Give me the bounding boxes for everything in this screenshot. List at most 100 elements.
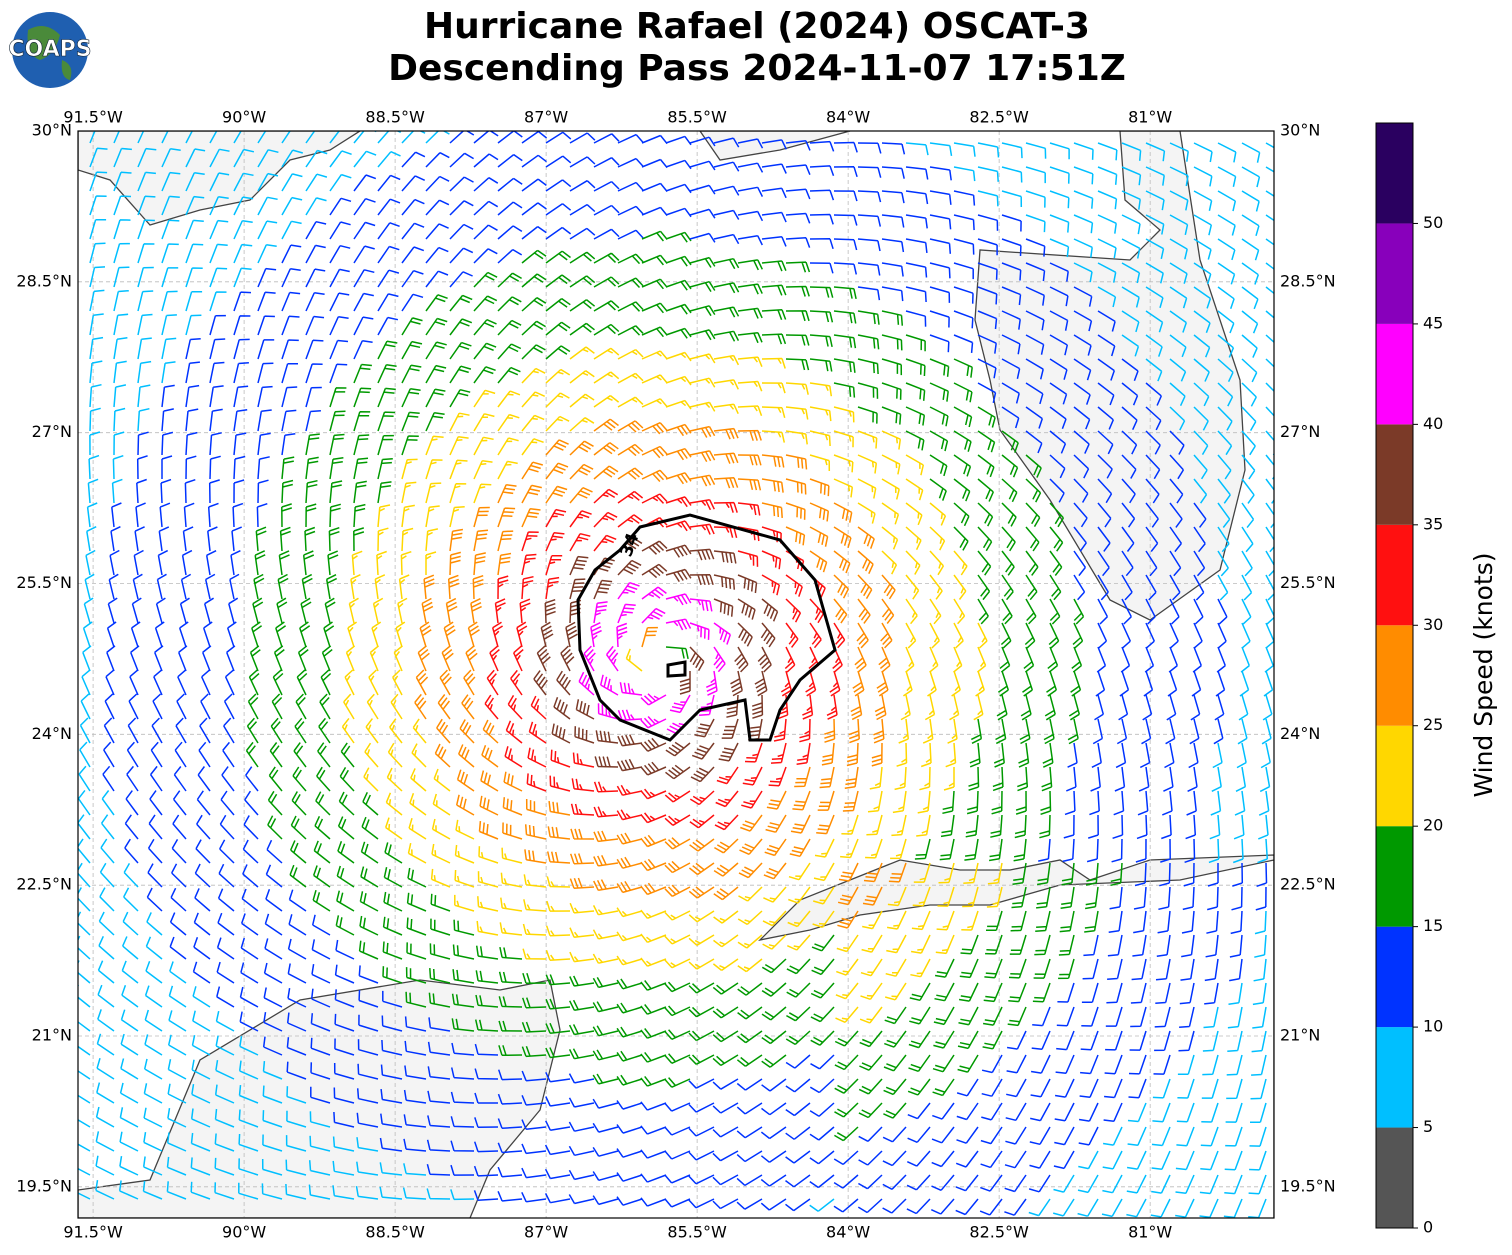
wind-barb <box>1254 934 1267 958</box>
wind-barb <box>89 313 104 336</box>
wind-barb <box>679 671 691 695</box>
wind-barb <box>712 1078 739 1090</box>
wind-barb <box>452 944 475 960</box>
wind-barb <box>263 987 283 1008</box>
wind-barb <box>1054 1102 1075 1122</box>
wind-barb <box>1001 310 1021 330</box>
wind-barb <box>569 132 596 144</box>
wind-barb <box>640 933 667 943</box>
wind-barb <box>1033 958 1051 979</box>
wind-barb <box>1049 406 1067 430</box>
wind-barb <box>571 778 595 792</box>
wind-barb <box>1139 742 1151 769</box>
wind-barb <box>1073 454 1090 479</box>
plot-frame <box>77 130 1275 1219</box>
wind-barb <box>1217 334 1235 358</box>
wind-barb <box>833 238 858 251</box>
wind-barb <box>120 1058 139 1080</box>
wind-barb <box>381 1015 403 1032</box>
wind-barb <box>713 379 739 390</box>
wind-barb <box>1178 1030 1195 1052</box>
contour-label: 34 <box>617 530 644 559</box>
wind-barb <box>219 839 235 864</box>
wind-barb <box>233 362 249 384</box>
wind-barb <box>137 407 150 432</box>
wind-barb <box>688 1078 715 1089</box>
wind-barb <box>305 503 317 528</box>
wind-barb <box>216 986 235 1008</box>
wind-barb <box>761 284 787 296</box>
wind-barb <box>1049 142 1070 160</box>
wind-barb <box>314 815 331 840</box>
wind-barb <box>257 315 275 336</box>
wind-barb <box>881 382 902 400</box>
wind-barb <box>689 548 715 561</box>
wind-barb <box>278 550 290 576</box>
wind-barb <box>982 1030 1003 1050</box>
wind-barb <box>786 982 811 998</box>
wind-barb <box>215 1059 235 1080</box>
wind-barb <box>785 1102 811 1117</box>
wind-barb <box>137 243 155 264</box>
wind-barb <box>713 257 740 270</box>
wind-barb <box>286 1110 307 1128</box>
wind-barb <box>592 1049 619 1061</box>
wind-barb <box>425 482 442 504</box>
wind-barb <box>1234 790 1246 816</box>
wind-barb <box>640 1004 667 1015</box>
wind-barb <box>103 717 115 744</box>
wind-barb <box>688 1150 715 1161</box>
wind-barb <box>1049 262 1069 282</box>
wind-barb <box>593 879 619 892</box>
wind-barb <box>268 766 283 792</box>
wind-barb <box>1106 982 1123 1004</box>
wind-barb <box>665 646 689 660</box>
wind-barb <box>1091 742 1102 768</box>
wind-barb <box>356 1161 379 1176</box>
wind-barb <box>761 1078 787 1092</box>
wind-barb <box>833 550 851 574</box>
colorbar-label: Wind Speed (knots) <box>1469 552 1498 797</box>
wind-barb <box>1025 142 1047 159</box>
wind-barb <box>664 814 691 826</box>
wind-barb <box>593 204 620 216</box>
wind-barb <box>1025 406 1044 429</box>
wind-barb <box>153 669 163 696</box>
x-tick-label: 82.5°W <box>969 108 1029 127</box>
wind-barb <box>1078 1126 1099 1146</box>
wind-barb <box>78 1143 91 1152</box>
wind-barb <box>476 920 499 936</box>
wind-barb <box>497 225 523 240</box>
wind-barb <box>301 573 313 600</box>
wind-barb <box>1156 934 1171 958</box>
wind-barb <box>1068 694 1081 721</box>
wind-barb <box>599 674 619 696</box>
wind-barb <box>617 133 644 144</box>
wind-barb <box>995 718 1007 745</box>
wind-barb <box>977 190 999 207</box>
wind-barb <box>148 814 163 840</box>
colorbar-tick-label: 20 <box>1423 816 1443 835</box>
wind-barb <box>427 1066 451 1080</box>
wind-barb <box>833 574 850 599</box>
wind-barb <box>593 854 619 867</box>
wind-barb <box>1217 190 1237 212</box>
wind-barb <box>1080 1030 1099 1051</box>
colorbar-segment <box>1376 1127 1413 1228</box>
wind-barb <box>474 1117 499 1129</box>
wind-barb <box>664 1077 691 1088</box>
wind-barb <box>956 1126 979 1144</box>
wind-barb <box>251 621 263 648</box>
wind-barb <box>311 963 331 984</box>
wind-barb <box>842 790 859 812</box>
wind-barb <box>267 815 283 840</box>
wind-barb <box>401 364 422 384</box>
wind-barb <box>546 900 571 912</box>
wind-barb <box>1070 670 1082 697</box>
wind-barb <box>773 718 787 742</box>
wind-barb <box>905 406 926 426</box>
wind-barb <box>353 316 374 336</box>
wind-barb <box>397 597 408 624</box>
wind-barb <box>625 648 643 672</box>
wind-barb <box>403 1138 427 1152</box>
